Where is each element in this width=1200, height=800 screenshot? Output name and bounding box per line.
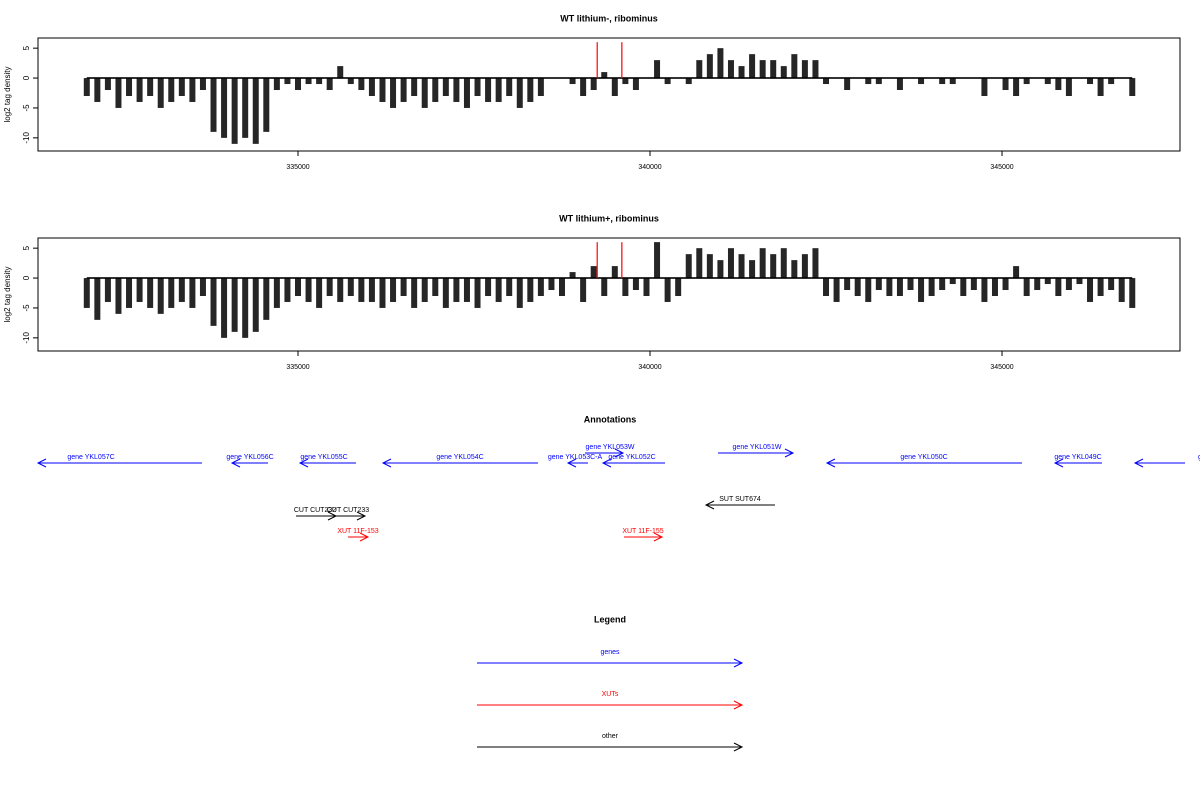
feature-arrow xyxy=(704,500,775,510)
legend-title: Legend xyxy=(594,614,626,624)
feature-label: gene YKL053C-A xyxy=(548,454,603,461)
feature-label: gene YKL056C xyxy=(226,454,273,461)
feature-arrow xyxy=(381,458,538,468)
feature-arrow xyxy=(298,458,356,468)
feature-label: gene YKL051W xyxy=(733,444,782,451)
feature-label: gene YKL055C xyxy=(300,454,347,461)
feature-arrow xyxy=(1133,458,1185,468)
y-tick-label: -10 xyxy=(22,132,31,144)
x-tick-label: 345000 xyxy=(990,364,1013,371)
y-tick-label: -5 xyxy=(22,104,31,112)
y-axis-label: log2 tag density xyxy=(3,66,12,122)
feature-label: CUT CUT232 xyxy=(294,507,336,514)
arrow-head xyxy=(36,458,47,468)
legend-arrow xyxy=(477,742,744,752)
chart-title: WT lithium-, ribominus xyxy=(560,13,658,23)
legend-label: other xyxy=(602,733,619,740)
arrow-head xyxy=(566,458,577,468)
arrow-head xyxy=(704,500,715,510)
arrow-head xyxy=(359,532,370,542)
feature-label: gene YKL057C xyxy=(67,454,114,461)
x-tick-label: 335000 xyxy=(286,364,309,371)
x-tick-label: 335000 xyxy=(286,164,309,171)
arrow-head xyxy=(298,458,309,468)
feature-label: gene YKL054C xyxy=(436,454,483,461)
feature-arrow xyxy=(348,532,370,542)
feature-label: gene YKL050C xyxy=(900,454,947,461)
arrow-head xyxy=(381,458,392,468)
arrow-head xyxy=(825,458,836,468)
arrow-head xyxy=(653,532,664,542)
x-tick-label: 345000 xyxy=(990,164,1013,171)
legend-label: XUTs xyxy=(602,691,619,698)
feature-arrow xyxy=(601,458,665,468)
legend-arrow xyxy=(477,658,744,668)
feature-label: gene YKL052C xyxy=(608,454,655,461)
chart-title: WT lithium+, ribominus xyxy=(559,213,659,223)
feature-label: SUT SUT674 xyxy=(719,496,761,503)
y-tick-label: 0 xyxy=(22,275,31,280)
y-tick-label: 0 xyxy=(22,75,31,80)
y-tick-label: 5 xyxy=(22,45,31,50)
annotations-title: Annotations xyxy=(584,414,637,424)
feature-label: XUT 11F-155 xyxy=(622,528,663,535)
arrow-head xyxy=(1053,458,1064,468)
feature-arrow xyxy=(718,448,795,458)
x-tick-label: 340000 xyxy=(638,364,661,371)
feature-arrow xyxy=(585,448,625,458)
y-tick-label: -5 xyxy=(22,304,31,312)
arrow-head xyxy=(1133,458,1144,468)
feature-arrow xyxy=(328,511,367,521)
x-tick-label: 340000 xyxy=(638,164,661,171)
plot-frame xyxy=(37,237,1181,352)
y-tick-label: -10 xyxy=(22,332,31,344)
feature-arrow xyxy=(1053,458,1102,468)
arrow-head xyxy=(614,448,625,458)
feature-arrow xyxy=(566,458,588,468)
plot-frame xyxy=(37,37,1181,152)
legend-label: genes xyxy=(600,649,620,656)
arrow-head xyxy=(356,511,367,521)
feature-label: gene YKL049C xyxy=(1054,454,1101,461)
legend-arrow xyxy=(477,700,744,710)
arrow-head xyxy=(601,458,612,468)
feature-label: XUT 11F-153 xyxy=(337,528,378,535)
y-tick-label: 5 xyxy=(22,245,31,250)
arrow-head xyxy=(733,742,744,752)
arrow-head xyxy=(733,700,744,710)
feature-arrow xyxy=(624,532,664,542)
feature-arrow xyxy=(825,458,1022,468)
feature-arrow xyxy=(36,458,202,468)
feature-label: gene YKL048C xyxy=(1198,454,1200,461)
arrow-head xyxy=(230,458,241,468)
feature-label: gene YKL053W xyxy=(586,444,635,451)
y-axis-label: log2 tag density xyxy=(3,266,12,322)
feature-label: CUT CUT233 xyxy=(327,507,369,514)
arrow-head xyxy=(784,448,795,458)
arrow-head xyxy=(733,658,744,668)
feature-arrow xyxy=(230,458,268,468)
